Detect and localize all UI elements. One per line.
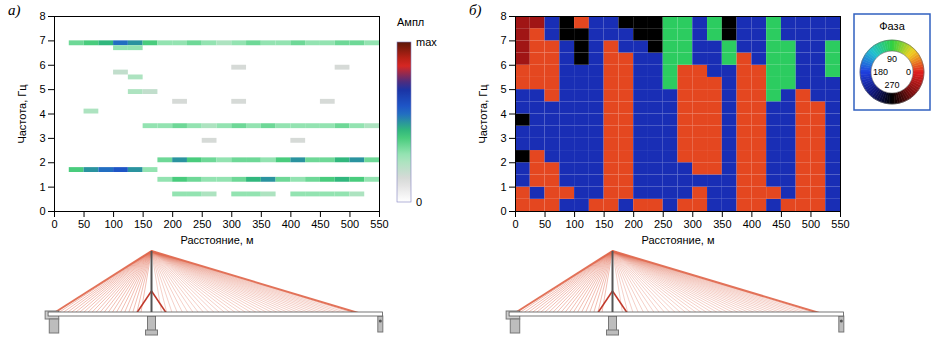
svg-text:450: 450 bbox=[311, 218, 329, 230]
svg-text:5: 5 bbox=[500, 83, 506, 95]
svg-text:Расстояние, м: Расстояние, м bbox=[641, 234, 714, 246]
svg-text:Расстояние, м: Расстояние, м bbox=[180, 234, 253, 246]
svg-text:0: 0 bbox=[416, 196, 422, 208]
svg-text:Ампл: Ампл bbox=[397, 16, 424, 28]
svg-text:7: 7 bbox=[39, 34, 45, 46]
svg-text:4: 4 bbox=[39, 108, 45, 120]
svg-text:Частота, Гц: Частота, Гц bbox=[16, 84, 28, 144]
svg-text:50: 50 bbox=[539, 218, 551, 230]
svg-text:400: 400 bbox=[282, 218, 300, 230]
svg-text:0: 0 bbox=[906, 67, 911, 77]
svg-text:100: 100 bbox=[104, 218, 122, 230]
svg-text:3: 3 bbox=[500, 132, 506, 144]
svg-text:90: 90 bbox=[887, 54, 897, 64]
svg-text:Частота, Гц: Частота, Гц bbox=[477, 84, 489, 144]
svg-text:Фаза: Фаза bbox=[879, 20, 905, 32]
svg-text:6: 6 bbox=[39, 59, 45, 71]
svg-text:1: 1 bbox=[39, 181, 45, 193]
svg-text:8: 8 bbox=[500, 10, 506, 22]
svg-text:1: 1 bbox=[500, 181, 506, 193]
svg-text:5: 5 bbox=[39, 83, 45, 95]
svg-text:0: 0 bbox=[512, 218, 518, 230]
svg-text:0: 0 bbox=[51, 218, 57, 230]
svg-text:0: 0 bbox=[500, 205, 506, 217]
svg-text:50: 50 bbox=[78, 218, 90, 230]
svg-text:150: 150 bbox=[134, 218, 152, 230]
svg-text:2: 2 bbox=[39, 156, 45, 168]
svg-text:300: 300 bbox=[223, 218, 241, 230]
svg-text:180: 180 bbox=[873, 67, 888, 77]
svg-text:7: 7 bbox=[500, 34, 506, 46]
svg-text:270: 270 bbox=[884, 80, 899, 90]
svg-text:150: 150 bbox=[595, 218, 613, 230]
svg-text:300: 300 bbox=[684, 218, 702, 230]
svg-text:max: max bbox=[416, 36, 437, 48]
svg-text:100: 100 bbox=[565, 218, 583, 230]
svg-text:200: 200 bbox=[164, 218, 182, 230]
svg-text:450: 450 bbox=[772, 218, 790, 230]
svg-text:250: 250 bbox=[193, 218, 211, 230]
svg-text:3: 3 bbox=[39, 132, 45, 144]
svg-text:350: 350 bbox=[713, 218, 731, 230]
svg-text:500: 500 bbox=[341, 218, 359, 230]
svg-text:500: 500 bbox=[802, 218, 820, 230]
svg-text:4: 4 bbox=[500, 108, 506, 120]
svg-text:200: 200 bbox=[625, 218, 643, 230]
svg-text:0: 0 bbox=[39, 205, 45, 217]
svg-text:550: 550 bbox=[831, 218, 849, 230]
svg-text:8: 8 bbox=[39, 10, 45, 22]
html-text:б): б) bbox=[469, 2, 482, 18]
svg-text:350: 350 bbox=[252, 218, 270, 230]
svg-text:2: 2 bbox=[500, 156, 506, 168]
svg-text:250: 250 bbox=[654, 218, 672, 230]
svg-text:400: 400 bbox=[743, 218, 761, 230]
html-text:а): а) bbox=[8, 2, 21, 18]
svg-text:550: 550 bbox=[370, 218, 388, 230]
svg-text:6: 6 bbox=[500, 59, 506, 71]
